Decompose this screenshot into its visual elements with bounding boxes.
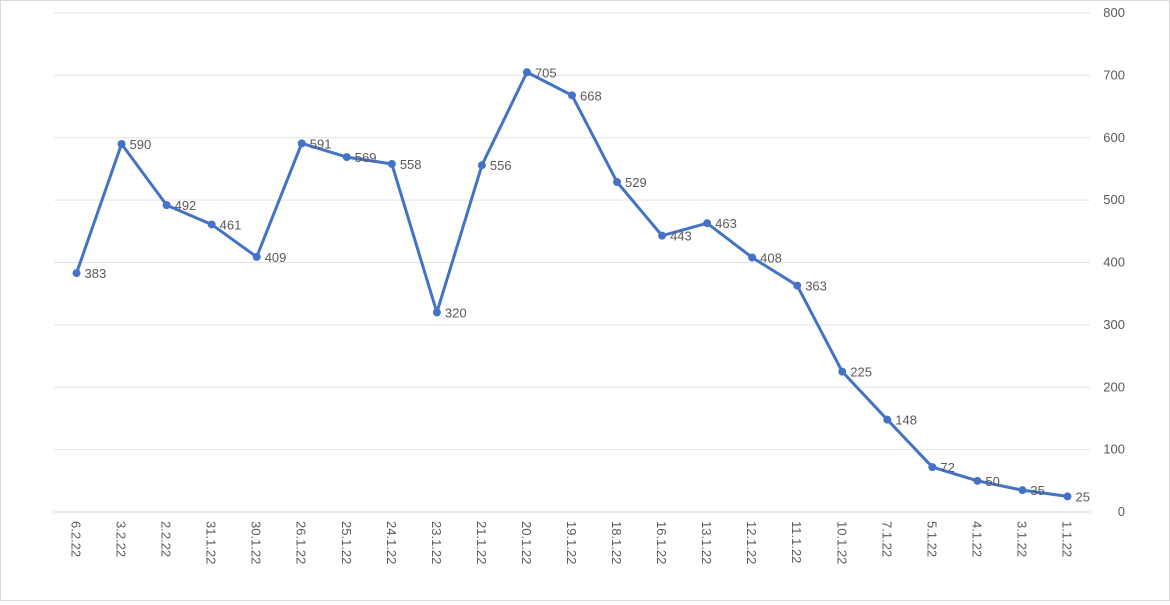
x-tick-label: 16.1.22 (654, 521, 669, 564)
data-label: 591 (310, 136, 332, 151)
data-point (72, 269, 81, 278)
data-label: 668 (580, 88, 602, 103)
x-tick-label: 1.1.22 (1059, 521, 1074, 557)
y-tick-label: 400 (1103, 255, 1125, 270)
data-label: 72 (940, 460, 954, 475)
data-point (1018, 486, 1027, 495)
x-tick-label: 23.1.22 (429, 521, 444, 564)
data-point (342, 153, 351, 162)
x-tick-label: 6.2.22 (69, 521, 84, 557)
y-tick-label: 200 (1103, 379, 1125, 394)
data-point (297, 139, 306, 148)
data-label: 409 (265, 250, 287, 265)
x-tick-label: 4.1.22 (969, 521, 984, 557)
x-tick-label: 2.2.22 (159, 521, 174, 557)
data-point (117, 139, 126, 148)
data-label: 25 (1075, 489, 1089, 504)
x-tick-label: 19.1.22 (564, 521, 579, 564)
data-label: 461 (220, 217, 242, 232)
y-tick-label: 500 (1103, 192, 1125, 207)
x-tick-label: 24.1.22 (384, 521, 399, 564)
data-point (748, 253, 757, 262)
data-point (522, 68, 531, 77)
x-tick-label: 20.1.22 (519, 521, 534, 564)
data-label: 705 (535, 65, 557, 80)
data-label: 320 (445, 305, 467, 320)
y-tick-label: 700 (1103, 67, 1125, 82)
data-label: 556 (490, 158, 512, 173)
x-tick-label: 30.1.22 (249, 521, 264, 564)
y-tick-label: 0 (1118, 504, 1125, 519)
data-label: 35 (1030, 483, 1044, 498)
y-tick-label: 100 (1103, 442, 1125, 457)
data-point (658, 231, 667, 240)
data-point (387, 159, 396, 168)
data-label: 529 (625, 175, 647, 190)
data-point (568, 91, 576, 100)
data-label: 225 (850, 365, 872, 380)
data-point (793, 281, 802, 290)
data-label: 148 (895, 413, 917, 428)
data-point (1063, 492, 1072, 501)
data-label: 363 (805, 279, 827, 294)
x-tick-label: 18.1.22 (609, 521, 624, 564)
x-tick-label: 21.1.22 (474, 521, 489, 564)
data-point (838, 367, 847, 376)
data-point (477, 161, 486, 170)
x-tick-label: 12.1.22 (744, 521, 759, 564)
y-tick-label: 800 (1103, 5, 1125, 20)
data-point (252, 252, 261, 261)
x-tick-label: 25.1.22 (339, 521, 354, 564)
data-point (432, 308, 441, 317)
data-label: 569 (355, 150, 377, 165)
data-label: 50 (985, 474, 999, 489)
data-point (883, 415, 892, 424)
y-tick-label: 600 (1103, 130, 1125, 145)
data-point (928, 463, 937, 472)
x-tick-label: 7.1.22 (879, 521, 894, 557)
x-tick-label: 3.2.22 (114, 521, 129, 557)
data-label: 590 (130, 137, 152, 152)
data-label: 492 (175, 198, 197, 213)
series-line (75, 70, 1068, 498)
data-point (973, 476, 982, 485)
x-tick-label: 3.1.22 (1014, 521, 1029, 557)
y-tick-label: 300 (1103, 317, 1125, 332)
data-point (207, 220, 216, 229)
data-point (613, 178, 622, 187)
x-tick-label: 5.1.22 (924, 521, 939, 557)
data-label: 443 (670, 229, 692, 244)
data-label: 383 (85, 266, 107, 281)
data-point (162, 201, 171, 210)
data-label: 558 (400, 157, 422, 172)
data-label: 463 (715, 216, 737, 231)
x-tick-label: 13.1.22 (699, 521, 714, 564)
data-label: 408 (760, 251, 782, 266)
x-tick-label: 26.1.22 (294, 521, 309, 564)
x-tick-label: 31.1.22 (204, 521, 219, 564)
x-tick-label: 10.1.22 (834, 521, 849, 564)
x-tick-label: 11.1.22 (789, 521, 804, 563)
data-point (703, 219, 712, 228)
